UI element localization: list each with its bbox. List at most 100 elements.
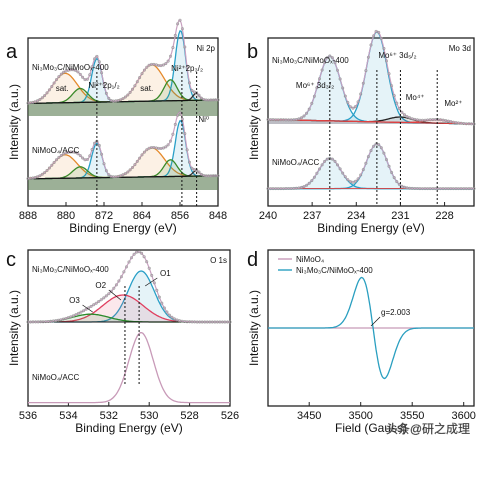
raw-data-point <box>152 281 156 285</box>
peak-component-fill <box>268 158 474 190</box>
raw-data-point <box>299 185 303 189</box>
raw-data-point <box>155 288 159 292</box>
raw-data-point <box>372 144 376 148</box>
raw-data-point <box>81 75 85 79</box>
raw-data-point <box>405 115 409 119</box>
raw-data-point <box>45 169 49 173</box>
raw-data-point <box>333 61 337 65</box>
raw-data-point <box>57 75 61 79</box>
raw-data-point <box>369 43 373 47</box>
raw-data-point <box>320 163 324 167</box>
raw-data-point <box>317 167 321 171</box>
x-tick-label: 234 <box>347 210 365 222</box>
raw-data-point <box>176 22 180 26</box>
y-axis-title: Intensity (a.u.) <box>247 84 261 160</box>
raw-data-point <box>95 54 99 58</box>
peak-component-fill <box>28 79 218 116</box>
raw-data-point <box>131 87 135 91</box>
raw-data-point <box>142 68 146 72</box>
raw-data-point <box>297 186 301 190</box>
raw-data-point <box>216 174 220 178</box>
raw-data-point <box>121 97 125 101</box>
sample-label-bottom: NiMoO₄/ACC <box>32 146 79 155</box>
raw-data-point <box>132 252 136 256</box>
peak-label: Ni⁰ <box>198 115 209 124</box>
raw-data-point <box>359 92 363 96</box>
raw-data-point <box>166 143 170 147</box>
raw-data-point <box>142 150 146 154</box>
plot-frame <box>27 249 231 407</box>
raw-data-point <box>328 54 332 58</box>
x-tick-label: 526 <box>221 410 239 422</box>
panel-c: c 536 534 532 530 528 526 Binding Energy (eV) In… <box>6 249 239 435</box>
annotation-arrow <box>370 316 381 327</box>
peak-component-fill <box>268 117 474 124</box>
raw-data-point <box>338 167 342 171</box>
raw-data-point <box>307 107 311 111</box>
raw-data-point <box>173 33 177 37</box>
raw-data-point <box>40 172 44 176</box>
raw-data-point <box>310 101 314 105</box>
raw-data-point <box>366 55 370 59</box>
raw-data-point <box>162 306 166 310</box>
raw-data-point <box>35 175 39 179</box>
raw-data-point <box>150 273 154 277</box>
x-tick-label: 530 <box>140 410 158 422</box>
raw-data-point <box>302 114 306 118</box>
raw-data-point <box>178 110 182 114</box>
peak-component-fill <box>268 144 474 190</box>
raw-data-point <box>47 88 51 92</box>
raw-data-point <box>472 187 476 191</box>
raw-data-point <box>185 66 189 70</box>
raw-data-point <box>382 46 386 50</box>
raw-data-point <box>157 295 161 299</box>
raw-data-point <box>199 172 203 176</box>
sample-label-top: Ni₃Mo₃C/NiMoOₓ-400 <box>272 56 349 65</box>
raw-data-point <box>100 71 104 75</box>
background-line <box>268 119 474 125</box>
raw-data-point <box>379 36 383 40</box>
raw-data-point <box>137 250 141 254</box>
raw-data-point <box>392 94 396 98</box>
raw-data-point <box>379 146 383 150</box>
raw-data-point <box>317 77 321 81</box>
raw-data-point <box>102 162 106 166</box>
raw-data-point <box>66 316 70 320</box>
raw-data-point <box>145 148 149 152</box>
x-tick-label: 3500 <box>348 410 372 422</box>
raw-data-point <box>145 260 149 264</box>
y-axis-title: Intensity (a.u.) <box>7 290 21 366</box>
x-tick-label: 536 <box>19 410 37 422</box>
raw-data-point <box>88 73 92 77</box>
raw-data-point <box>343 94 347 98</box>
x-tick-label: 528 <box>180 410 198 422</box>
raw-data-point <box>61 317 65 321</box>
raw-data-point <box>374 29 378 33</box>
raw-data-point <box>64 316 68 320</box>
peak-component-fill <box>28 30 218 116</box>
raw-data-point <box>125 265 129 269</box>
raw-data-point <box>126 93 130 97</box>
peak-component-fill <box>28 295 230 322</box>
raw-data-point <box>305 111 309 115</box>
raw-data-point <box>171 132 175 136</box>
raw-data-point <box>312 94 316 98</box>
raw-data-point <box>188 81 192 85</box>
raw-data-point <box>346 178 350 182</box>
raw-data-point <box>408 116 412 120</box>
raw-data-point <box>160 301 164 305</box>
raw-data-point <box>100 152 104 156</box>
peak-component-fill <box>28 154 218 190</box>
x-tick-label: 880 <box>57 210 75 222</box>
raw-data-point <box>57 155 61 159</box>
raw-data-point <box>69 315 73 319</box>
raw-data-point <box>361 168 365 172</box>
sample-label-top: Ni₃Mo₃C/NiMoOₓ-400 <box>32 63 109 72</box>
peak-component-fill <box>28 166 218 190</box>
raw-data-point <box>341 86 345 90</box>
x-axis-title: Binding Energy (eV) <box>75 421 182 435</box>
raw-data-point <box>384 158 388 162</box>
raw-data-point <box>183 132 187 136</box>
x-tick-label: 872 <box>95 210 113 222</box>
